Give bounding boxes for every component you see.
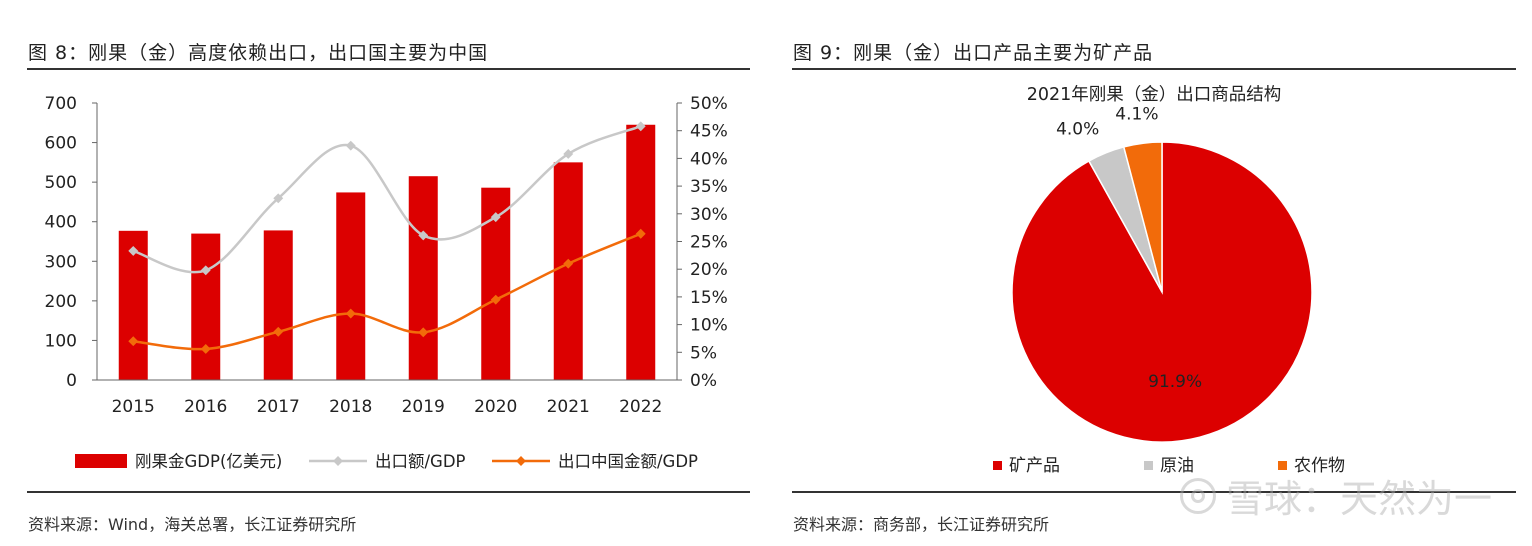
title-rule-left (27, 68, 750, 70)
bar-gdp (191, 233, 221, 380)
line-marker (200, 265, 211, 276)
y-tick-label-left: 300 (45, 252, 77, 272)
source-right: 资料来源：商务部，长江证券研究所 (793, 515, 1050, 534)
x-tick-label: 2022 (619, 397, 662, 417)
y-tick-label-right: 35% (690, 177, 728, 197)
legend-marker-china (516, 456, 526, 466)
legend-label-gdp: 刚果金GDP(亿美元) (135, 452, 282, 471)
line-marker (200, 344, 211, 354)
line-china-export-gdp (133, 232, 642, 351)
x-tick-label: 2018 (329, 397, 372, 417)
line-marker (345, 140, 356, 151)
y-tick-label-right: 0% (690, 371, 717, 391)
legend-minerals-swatch (993, 461, 1002, 470)
legend-label-export: 出口额/GDP (375, 452, 466, 471)
y-tick-label-right: 20% (690, 260, 728, 280)
legend-swatch-gdp (75, 454, 127, 468)
x-tick-label: 2019 (402, 397, 445, 417)
x-tick-label: 2017 (257, 397, 300, 417)
line-marker (418, 230, 429, 241)
line-marker (635, 121, 646, 132)
line-marker (563, 149, 574, 159)
y-tick-label-left: 400 (45, 213, 77, 233)
line-marker (345, 308, 356, 319)
pie-label-minerals: 91.9% (1148, 372, 1202, 392)
y-tick-label-right: 15% (690, 288, 728, 308)
title-rule-right (792, 68, 1516, 70)
y-tick-label-right: 5% (690, 343, 717, 363)
bar-gdp (626, 124, 656, 380)
y-tick-label-left: 600 (45, 134, 77, 154)
y-tick-label-right: 50% (690, 94, 728, 114)
x-tick-label: 2020 (474, 397, 517, 417)
x-tick-label: 2015 (112, 397, 155, 417)
source-left: 资料来源：Wind，海关总署，长江证券研究所 (28, 515, 357, 534)
pie-label-crude-oil: 4.0% (1056, 119, 1099, 139)
line-marker (490, 294, 501, 305)
y-tick-label-left: 0 (66, 371, 77, 391)
bar-gdp (553, 162, 583, 380)
line-marker (490, 212, 501, 223)
bar-gdp (408, 176, 438, 380)
line-marker (563, 258, 574, 269)
line-marker (418, 327, 429, 338)
legend-crops-swatch (1278, 461, 1287, 470)
x-tick-label: 2021 (547, 397, 590, 417)
footer-rule-left (27, 491, 750, 493)
pie-slice-crops (1122, 141, 1163, 293)
line-marker (635, 228, 646, 239)
legend-minerals-label: 矿产品 (1009, 456, 1060, 476)
bar-gdp (263, 230, 293, 380)
watermark-text: 雪球：天然为一 (1225, 477, 1492, 521)
y-tick-label-right: 25% (690, 233, 728, 253)
legend-marker-export (333, 456, 343, 466)
y-tick-label-right: 10% (690, 316, 728, 336)
x-tick-label: 2016 (184, 397, 227, 417)
y-tick-label-left: 200 (45, 292, 77, 312)
pie-title: 2021年刚果（金）出口商品结构 (1027, 85, 1282, 105)
figure-8-title: 图 8：刚果（金）高度依赖出口，出口国主要为中国 (28, 42, 489, 64)
legend-crude-oil-swatch (1144, 461, 1153, 470)
pie-label-crops: 4.1% (1115, 104, 1158, 124)
y-tick-label-left: 500 (45, 173, 77, 193)
legend-label-china: 出口中国金额/GDP (558, 452, 698, 471)
y-tick-label-left: 700 (45, 94, 77, 114)
y-tick-label-right: 30% (690, 205, 728, 225)
figure-9-title: 图 9：刚果（金）出口产品主要为矿产品 (793, 42, 1154, 64)
y-tick-label-left: 100 (45, 331, 77, 351)
bar-gdp (336, 192, 366, 380)
line-marker (128, 245, 139, 256)
pie-chart: 2021年刚果（金）出口商品结构 91.9% 4.0% 4.1% 矿产品 原油 农作物 (993, 85, 1345, 476)
watermark-logo-icon (1179, 477, 1216, 514)
combo-chart: 0 100 200 300 400 500 600 700 0% 5% 10% 15% 20% 25% 30… (45, 94, 728, 471)
y-tick-label-right: 40% (690, 149, 728, 169)
legend-crude-oil-label: 原油 (1160, 456, 1194, 476)
legend-crops-label: 农作物 (1294, 456, 1345, 476)
line-export-gdp (132, 125, 642, 274)
line-marker (128, 336, 139, 347)
footer-rule-right (792, 491, 1516, 493)
y-tick-label-right: 45% (690, 122, 728, 142)
watermark: 雪球：天然为一 (1179, 468, 1492, 523)
